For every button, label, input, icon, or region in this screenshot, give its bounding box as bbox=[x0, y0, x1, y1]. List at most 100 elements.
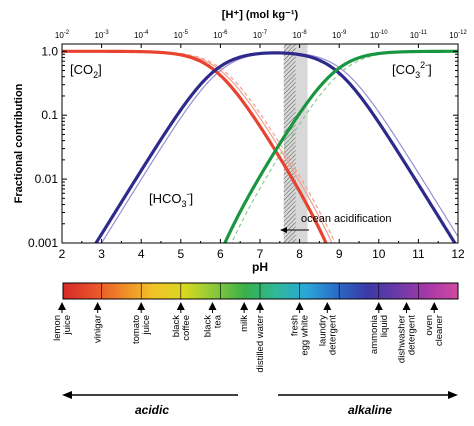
x-tick-label: 2 bbox=[59, 247, 66, 261]
top-tick-mantissa: 10 bbox=[134, 31, 143, 40]
x-tick-label: 7 bbox=[257, 247, 264, 261]
substance-label: milk bbox=[239, 315, 250, 332]
ph-color-bar bbox=[62, 282, 459, 300]
x-tick-label: 10 bbox=[372, 247, 386, 261]
substance-label: coffee bbox=[181, 315, 192, 341]
substance-label: ammonia bbox=[369, 314, 380, 354]
alkaline-label: alkaline bbox=[348, 403, 392, 417]
label-co2-close: ] bbox=[98, 62, 102, 77]
ph-marker bbox=[374, 302, 383, 310]
label-co2-main: [CO bbox=[70, 62, 93, 77]
x-tick-label: 6 bbox=[217, 247, 224, 261]
alkaline-arrow-head bbox=[448, 391, 458, 399]
ph-marker bbox=[58, 302, 66, 310]
label-co3: [CO32-] bbox=[392, 60, 432, 80]
ph-marker bbox=[176, 302, 185, 310]
annotation-arrow-head bbox=[280, 227, 287, 233]
acidification-band-hatch bbox=[283, 44, 296, 243]
top-tick-mantissa: 10 bbox=[370, 31, 379, 40]
x-axis-label: pH bbox=[252, 260, 268, 274]
x-tick-label: 12 bbox=[451, 247, 465, 261]
top-axis-label: [H⁺] (mol kg⁻¹) bbox=[222, 9, 299, 21]
top-tick-exponent: -11 bbox=[419, 30, 428, 36]
substance-label: lemon bbox=[52, 315, 63, 341]
substance-label: distilled water bbox=[255, 315, 266, 373]
substance-label: fresh bbox=[290, 315, 301, 336]
label-hco3-close: ] bbox=[190, 191, 194, 206]
substance-label: oven bbox=[424, 315, 435, 336]
ph-marker bbox=[137, 302, 146, 310]
top-tick-exponent: -3 bbox=[103, 30, 109, 36]
substance-label: egg white bbox=[300, 315, 311, 356]
substance-label: liquid bbox=[379, 315, 390, 337]
label-hco3-sub: 3 bbox=[182, 199, 187, 209]
top-tick-exponent: -5 bbox=[183, 30, 189, 36]
label-co3-sup: 2- bbox=[420, 60, 428, 70]
ph-marker bbox=[402, 302, 411, 310]
substance-label: detergent bbox=[407, 315, 418, 356]
x-tick-label: 5 bbox=[177, 247, 184, 261]
top-tick-mantissa: 10 bbox=[410, 31, 419, 40]
substance-label: juice bbox=[141, 315, 152, 336]
acidic-arrow-head bbox=[62, 391, 72, 399]
label-co2: [CO2] bbox=[70, 62, 102, 80]
top-tick-label: 10-2 bbox=[55, 30, 70, 40]
series-line-co2 bbox=[62, 49, 328, 243]
x-tick-label: 9 bbox=[336, 247, 343, 261]
top-tick-mantissa: 10 bbox=[55, 31, 64, 40]
substance-label: laundry bbox=[317, 315, 328, 346]
top-tick-mantissa: 10 bbox=[174, 31, 183, 40]
ph-marker bbox=[430, 302, 439, 310]
label-co3-close: ] bbox=[428, 62, 432, 77]
ph-marker bbox=[208, 302, 217, 310]
label-hco3-main: [HCO bbox=[149, 191, 182, 206]
substance-label: juice bbox=[62, 315, 73, 336]
ph-marker bbox=[323, 302, 332, 310]
label-co2-sub: 2 bbox=[93, 70, 98, 80]
y-axis-label: Fractional contribution bbox=[13, 83, 25, 203]
substance-label: cleaner bbox=[434, 315, 445, 346]
y-tick-label: 0.001 bbox=[28, 236, 58, 250]
top-tick-exponent: -4 bbox=[143, 30, 149, 36]
top-tick-exponent: -2 bbox=[64, 30, 70, 36]
y-tick-label: 0.1 bbox=[41, 108, 58, 122]
label-co3-main: [CO bbox=[392, 62, 415, 77]
ph-marker bbox=[93, 302, 102, 310]
substance-label: tea bbox=[213, 314, 224, 328]
top-tick-label: 10-7 bbox=[253, 30, 268, 40]
ph-marker bbox=[256, 302, 264, 310]
top-tick-mantissa: 10 bbox=[94, 31, 103, 40]
substance-label: dishwasher bbox=[397, 315, 408, 363]
top-tick-label: 10-11 bbox=[410, 30, 428, 40]
label-hco3: [HCO3-] bbox=[149, 189, 193, 209]
top-tick-label: 10-12 bbox=[449, 30, 467, 40]
top-tick-mantissa: 10 bbox=[449, 31, 458, 40]
top-tick-exponent: -10 bbox=[379, 30, 388, 36]
series-group bbox=[62, 49, 458, 243]
top-tick-label: 10-9 bbox=[332, 30, 347, 40]
top-tick-label: 10-8 bbox=[292, 30, 307, 40]
top-tick-mantissa: 10 bbox=[332, 31, 341, 40]
label-co3-sub: 3 bbox=[415, 70, 420, 80]
x-tick-label: 11 bbox=[412, 247, 425, 261]
y-tick-label: 0.01 bbox=[35, 172, 59, 186]
substance-label: black bbox=[171, 315, 182, 337]
top-tick-label: 10-4 bbox=[134, 30, 149, 40]
series-line-co3 bbox=[223, 49, 458, 243]
top-tick-mantissa: 10 bbox=[213, 31, 222, 40]
top-tick-mantissa: 10 bbox=[253, 31, 262, 40]
top-tick-mantissa: 10 bbox=[292, 31, 301, 40]
ph-color-scale: lemon juice vinigar tomato juice black coffee b… bbox=[52, 282, 459, 417]
top-tick-label: 10-10 bbox=[370, 30, 388, 40]
top-tick-exponent: -9 bbox=[341, 30, 347, 36]
top-tick-exponent: -6 bbox=[222, 30, 228, 36]
x-tick-label: 3 bbox=[98, 247, 105, 261]
top-tick-label: 10-6 bbox=[213, 30, 228, 40]
top-tick-label: 10-3 bbox=[94, 30, 109, 40]
acidic-label: acidic bbox=[135, 403, 169, 417]
y-tick-label: 1.0 bbox=[41, 44, 58, 58]
annotation-ocean-acidification: ocean acidification bbox=[301, 213, 392, 225]
ph-marker bbox=[240, 302, 249, 310]
